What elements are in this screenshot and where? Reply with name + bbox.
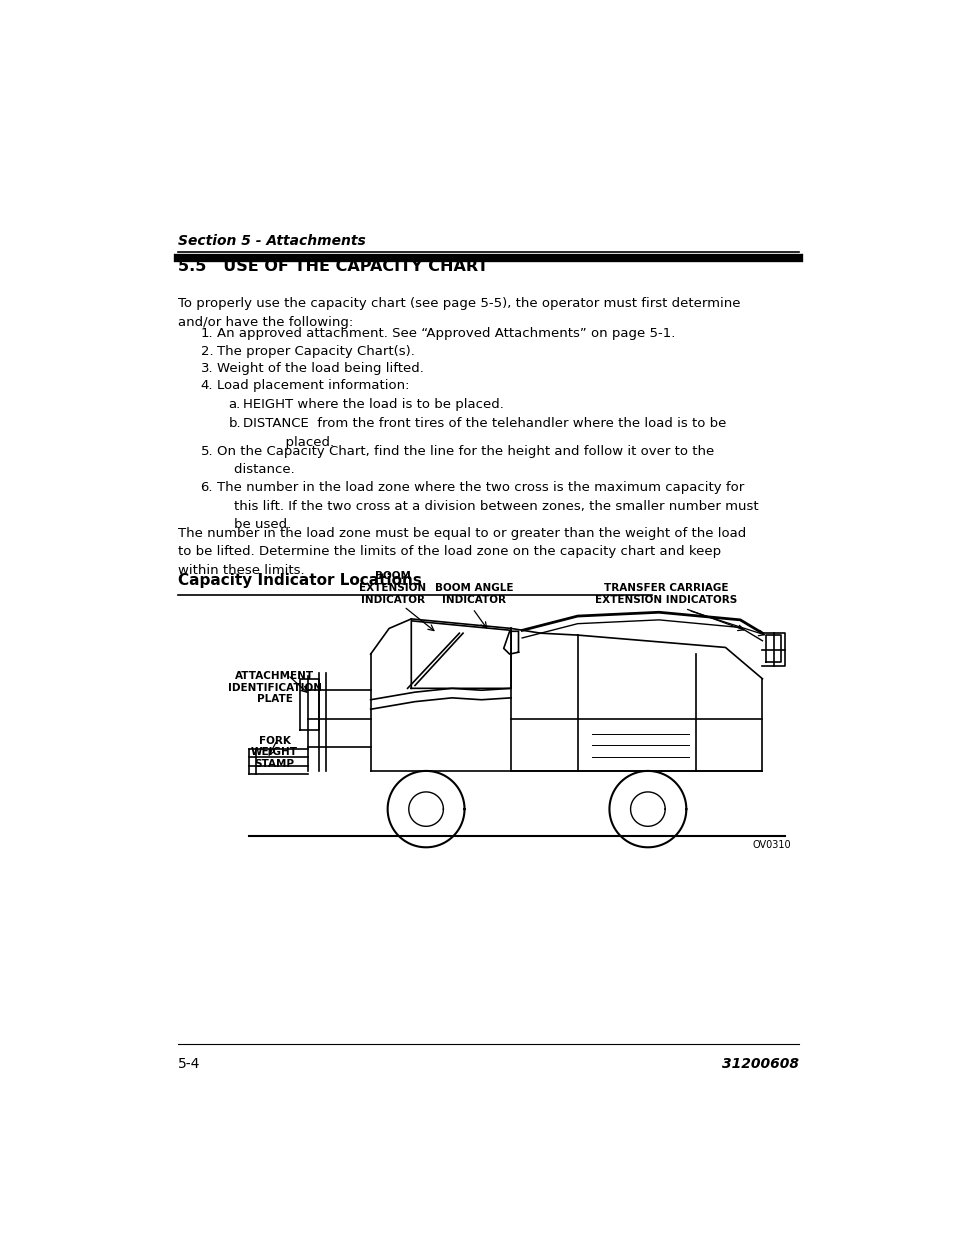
Text: Weight of the load being lifted.: Weight of the load being lifted. (216, 362, 423, 375)
Text: To properly use the capacity chart (see page 5-5), the operator must first deter: To properly use the capacity chart (see … (178, 298, 740, 329)
Text: OV0310: OV0310 (751, 840, 790, 850)
Text: 3.: 3. (200, 362, 213, 375)
Text: BOOM ANGLE
INDICATOR: BOOM ANGLE INDICATOR (435, 583, 513, 605)
Text: Load placement information:: Load placement information: (216, 379, 409, 393)
Text: 31200608: 31200608 (721, 1057, 799, 1071)
Text: HEIGHT where the load is to be placed.: HEIGHT where the load is to be placed. (243, 399, 504, 411)
Text: 4.: 4. (200, 379, 213, 393)
Text: b.: b. (229, 417, 241, 430)
Text: a.: a. (229, 399, 241, 411)
Text: The number in the load zone where the two cross is the maximum capacity for
    : The number in the load zone where the tw… (216, 482, 758, 531)
Text: BOOM
EXTENSION
INDICATOR: BOOM EXTENSION INDICATOR (359, 572, 426, 605)
Text: TRANSFER CARRIAGE
EXTENSION INDICATORS: TRANSFER CARRIAGE EXTENSION INDICATORS (595, 583, 737, 605)
Text: FORK
WEIGHT
STAMP: FORK WEIGHT STAMP (251, 736, 297, 769)
Text: 6.: 6. (200, 482, 213, 494)
Text: Section 5 - Attachments: Section 5 - Attachments (178, 235, 366, 248)
Text: Capacity Indicator Locations: Capacity Indicator Locations (178, 573, 422, 588)
Text: The proper Capacity Chart(s).: The proper Capacity Chart(s). (216, 345, 415, 358)
Text: On the Capacity Chart, find the line for the height and follow it over to the
  : On the Capacity Chart, find the line for… (216, 445, 714, 477)
Text: 2.: 2. (200, 345, 213, 358)
Text: 5-4: 5-4 (178, 1057, 200, 1071)
Text: 5.5   USE OF THE CAPACITY CHART: 5.5 USE OF THE CAPACITY CHART (178, 258, 488, 274)
Text: The number in the load zone must be equal to or greater than the weight of the l: The number in the load zone must be equa… (178, 526, 746, 577)
Text: An approved attachment. See “Approved Attachments” on page 5-1.: An approved attachment. See “Approved At… (216, 327, 675, 340)
Text: ATTACHMENT
IDENTIFICATION
PLATE: ATTACHMENT IDENTIFICATION PLATE (227, 672, 321, 704)
Text: 5.: 5. (200, 445, 213, 458)
Text: 1.: 1. (200, 327, 213, 340)
Text: DISTANCE  from the front tires of the telehandler where the load is to be
      : DISTANCE from the front tires of the tel… (243, 417, 726, 448)
